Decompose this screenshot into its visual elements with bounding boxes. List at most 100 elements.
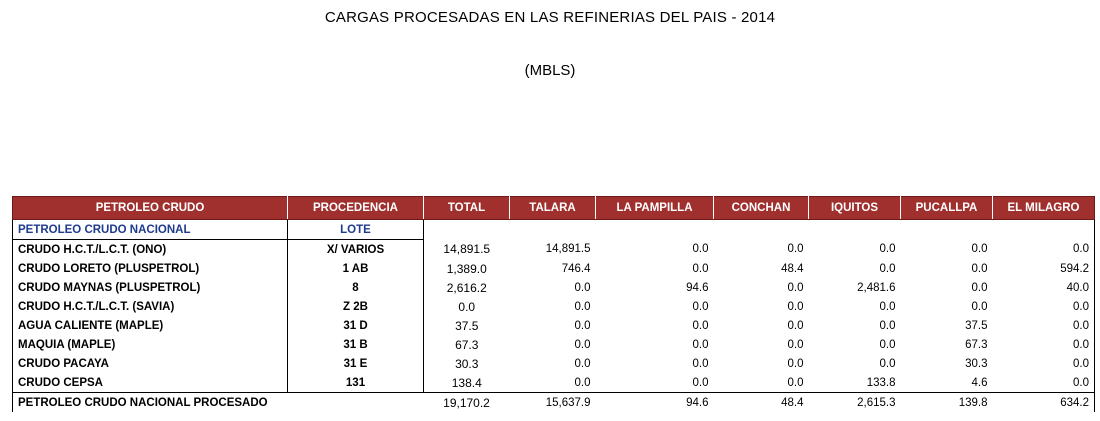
talara-cell: 0.0 <box>574 338 591 351</box>
table-header-row: PETROLEO CRUDO PROCEDENCIA TOTAL TALARA … <box>12 196 1095 220</box>
lote-cell: X/ VARIOS <box>287 239 424 259</box>
la-pampilla-cell: 0.0 <box>692 262 709 275</box>
crude-name: AGUA CALIENTE (MAPLE) <box>12 316 288 335</box>
table-row: AGUA CALIENTE (MAPLE) 31 D 37.5 0.0 0.0 0.0 0.… <box>12 316 1095 335</box>
crude-name: CRUDO H.C.T./L.C.T. (SAVIA) <box>12 297 288 316</box>
total-pucallpa-cell: 139.8 <box>958 396 988 409</box>
talara-cell: 0.0 <box>574 300 591 313</box>
total-lote-cell <box>288 393 424 413</box>
section-empty-cell <box>714 220 809 240</box>
total-cell: 1,389.0 <box>446 261 487 276</box>
la-pampilla-cell: 0.0 <box>692 243 709 256</box>
header-la-pampilla: LA PAMPILLA <box>595 196 714 220</box>
section-empty-cell <box>424 220 510 240</box>
pucallpa-cell: 4.6 <box>900 373 993 393</box>
header-pucallpa: PUCALLPA <box>900 196 993 220</box>
header-el-milagro: EL MILAGRO <box>992 196 1095 220</box>
lote-cell: 31 E <box>287 354 424 373</box>
pucallpa-cell: 67.3 <box>965 338 988 351</box>
total-cell: 2,616.2 <box>446 280 487 295</box>
total-total-cell: 19,170.2 <box>443 395 490 410</box>
el-milagro-cell: 0.0 <box>992 239 1095 259</box>
lote-cell: 31 D <box>287 316 424 335</box>
la-pampilla-cell: 0.0 <box>692 300 709 313</box>
talara-cell: 0.0 <box>574 319 591 332</box>
total-la-pampilla-cell: 94.6 <box>686 396 709 409</box>
iquitos-cell: 0.0 <box>879 338 896 351</box>
conchan-cell: 0.0 <box>787 319 804 332</box>
total-talara-cell: 15,637.9 <box>545 396 591 409</box>
total-cell: 138.4 <box>423 373 510 393</box>
header-conchan: CONCHAN <box>713 196 809 220</box>
table-row: CRUDO H.C.T./L.C.T. (SAVIA) Z 2B 0.0 0.0 0.0… <box>12 297 1095 316</box>
pucallpa-cell: 0.0 <box>971 281 988 294</box>
header-procedencia: PROCEDENCIA <box>287 196 424 220</box>
crude-name: MAQUIA (MAPLE) <box>12 335 288 354</box>
talara-cell: 0.0 <box>574 357 591 370</box>
total-cell: 30.3 <box>455 356 479 371</box>
report-units: (MBLS) <box>524 62 576 79</box>
pucallpa-cell: 0.0 <box>971 243 988 256</box>
section-empty-cell <box>809 220 901 240</box>
table-row: MAQUIA (MAPLE) 31 B 67.3 0.0 0.0 0.0 0.0 67.3 0.… <box>12 335 1095 354</box>
header-total: TOTAL <box>423 196 510 220</box>
lote-cell: 31 B <box>287 335 424 354</box>
pucallpa-cell: 0.0 <box>971 300 988 313</box>
crude-name: CRUDO PACAYA <box>12 354 288 373</box>
total-row: PETROLEO CRUDO NACIONAL PROCESADO 19,170.… <box>12 392 1095 413</box>
total-cell: 37.5 <box>455 318 479 333</box>
report-title: CARGAS PROCESADAS EN LAS REFINERIAS DEL … <box>324 9 776 26</box>
el-milagro-cell: 0.0 <box>992 316 1095 335</box>
el-milagro-cell: 0.0 <box>992 297 1095 316</box>
lote-cell: 1 AB <box>287 259 424 278</box>
section-label: PETROLEO CRUDO NACIONAL <box>12 219 288 240</box>
iquitos-cell: 133.8 <box>808 373 901 393</box>
iquitos-cell: 0.0 <box>879 243 896 256</box>
conchan-cell: 0.0 <box>713 373 809 393</box>
header-iquitos: IQUITOS <box>808 196 901 220</box>
section-procedencia: LOTE <box>287 219 424 240</box>
el-milagro-cell: 0.0 <box>992 354 1095 373</box>
table-row: CRUDO PACAYA 31 E 30.3 0.0 0.0 0.0 0.0 30.3 0.0 <box>12 354 1095 373</box>
total-conchan-cell: 48.4 <box>781 396 804 409</box>
refinery-loads-table: PETROLEO CRUDO PROCEDENCIA TOTAL TALARA … <box>12 196 1095 412</box>
conchan-cell: 0.0 <box>787 243 804 256</box>
el-milagro-cell: 40.0 <box>992 278 1095 297</box>
section-empty-cell <box>901 220 993 240</box>
table-row: CRUDO H.C.T./L.C.T. (ONO) X/ VARIOS 14,891… <box>12 239 1095 259</box>
section-empty-cell <box>510 220 596 240</box>
crude-name: CRUDO LORETO (PLUSPETROL) <box>12 259 288 278</box>
total-el-milagro-cell: 634.2 <box>992 392 1095 412</box>
total-iquitos-cell: 2,615.3 <box>857 396 896 409</box>
el-milagro-cell: 0.0 <box>992 335 1095 354</box>
table-row: CRUDO CEPSA 131 138.4 0.0 0.0 0.0 133.8 4.6 0.0 <box>12 373 1095 393</box>
pucallpa-cell: 37.5 <box>965 319 988 332</box>
section-empty-cell <box>992 219 1095 240</box>
table-row: CRUDO MAYNAS (PLUSPETROL) 8 2,616.2 0.0 94.6… <box>12 278 1095 297</box>
la-pampilla-cell: 0.0 <box>692 357 709 370</box>
talara-cell: 14,891.5 <box>545 243 591 256</box>
header-petroleo-crudo: PETROLEO CRUDO <box>12 196 288 220</box>
conchan-cell: 0.0 <box>787 281 804 294</box>
talara-cell: 746.4 <box>561 262 591 275</box>
section-empty-cell <box>596 220 714 240</box>
conchan-cell: 48.4 <box>781 262 804 275</box>
crude-name: CRUDO MAYNAS (PLUSPETROL) <box>12 278 288 297</box>
section-row: PETROLEO CRUDO NACIONAL LOTE <box>12 219 1095 240</box>
table-row: CRUDO LORETO (PLUSPETROL) 1 AB 1,389.0 746.… <box>12 259 1095 278</box>
el-milagro-cell: 594.2 <box>992 259 1095 278</box>
total-label: PETROLEO CRUDO NACIONAL PROCESADO <box>12 392 288 412</box>
lote-cell: 8 <box>287 278 424 297</box>
iquitos-cell: 0.0 <box>879 319 896 332</box>
crude-name: CRUDO CEPSA <box>12 373 288 393</box>
iquitos-cell: 0.0 <box>879 357 896 370</box>
conchan-cell: 0.0 <box>787 300 804 313</box>
pucallpa-cell: 30.3 <box>965 357 988 370</box>
la-pampilla-cell: 0.0 <box>595 373 714 393</box>
header-talara: TALARA <box>509 196 596 220</box>
iquitos-cell: 0.0 <box>879 262 896 275</box>
talara-cell: 0.0 <box>574 281 591 294</box>
total-cell: 67.3 <box>455 337 479 352</box>
la-pampilla-cell: 0.0 <box>692 338 709 351</box>
iquitos-cell: 0.0 <box>879 300 896 313</box>
